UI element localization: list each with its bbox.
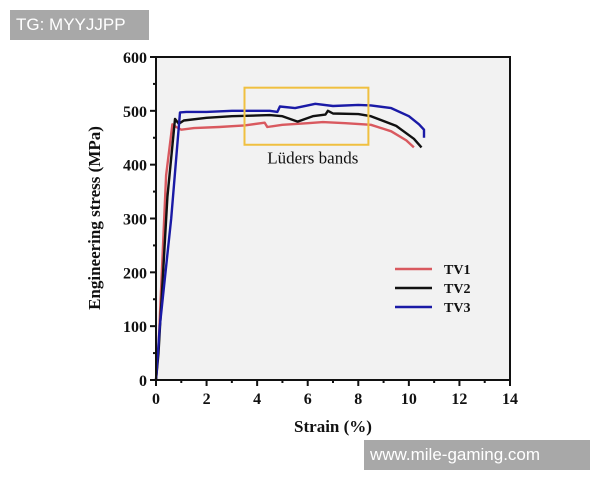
luders-bands-label: Lüders bands [267, 149, 358, 168]
y-tick-label: 400 [123, 158, 147, 175]
x-axis-title: Strain (%) [294, 417, 372, 436]
series-tv1 [154, 120, 415, 381]
series-tv3 [154, 102, 426, 381]
y-tick-label: 500 [123, 104, 147, 121]
x-tick-label: 6 [304, 391, 312, 408]
x-tick-label: 4 [253, 391, 261, 408]
y-tick-label: 100 [123, 319, 147, 336]
watermark-bottom: www.mile-gaming.com [364, 440, 590, 470]
legend: TV1 TV2 TV3 [395, 263, 470, 316]
y-tick-label: 300 [123, 212, 147, 229]
x-tick-label: 8 [354, 391, 362, 408]
y-tick-label: 600 [123, 50, 147, 67]
x-tick-label: 0 [152, 391, 160, 408]
x-tick-label: 12 [451, 391, 467, 408]
x-tick-label: 10 [401, 391, 417, 408]
legend-label-tv1: TV1 [444, 263, 470, 278]
legend-label-tv3: TV3 [444, 301, 470, 316]
y-axis-title: Engineering stress (MPa) [85, 126, 104, 310]
x-tick-label: 14 [502, 391, 518, 408]
watermark-top: TG: MYYJJPP [10, 10, 149, 40]
x-tick-label: 2 [203, 391, 211, 408]
axes: 0 2 4 6 8 10 12 14 0 100 200 300 400 500 600 [123, 50, 518, 408]
legend-label-tv2: TV2 [444, 282, 470, 297]
luders-highlight-box [243, 86, 370, 146]
y-tick-label: 200 [123, 265, 147, 282]
y-tick-label: 0 [139, 373, 147, 390]
